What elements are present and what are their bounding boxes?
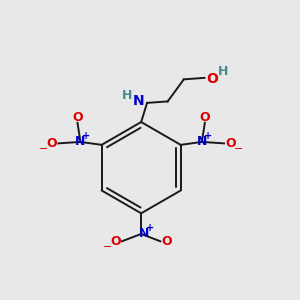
Text: O: O [225, 137, 236, 150]
Text: N: N [75, 135, 85, 148]
Text: N: N [197, 135, 207, 148]
Text: −: − [38, 144, 48, 154]
Text: −: − [103, 242, 112, 252]
Text: H: H [218, 65, 228, 78]
Text: +: + [82, 131, 90, 141]
Text: O: O [110, 235, 121, 248]
Text: O: O [200, 111, 210, 124]
Text: O: O [161, 235, 172, 248]
Text: +: + [204, 131, 212, 141]
Text: O: O [206, 72, 218, 86]
Text: O: O [46, 137, 57, 150]
Text: N: N [132, 94, 144, 108]
Text: N: N [139, 227, 149, 240]
Text: H: H [122, 89, 132, 102]
Text: −: − [234, 144, 243, 154]
Text: +: + [146, 223, 154, 233]
Text: O: O [72, 111, 83, 124]
